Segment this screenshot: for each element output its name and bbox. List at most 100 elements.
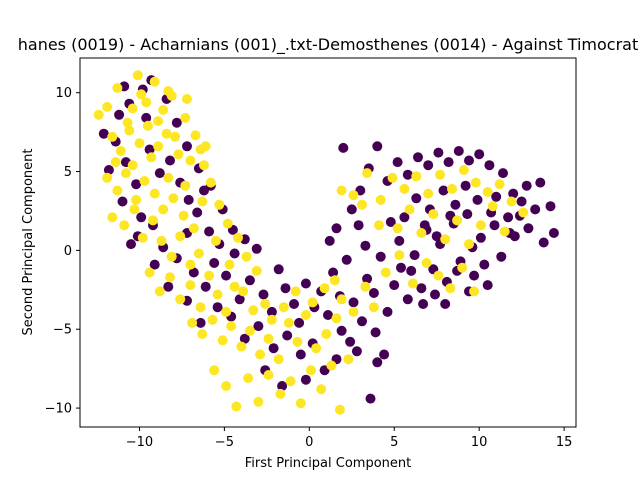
scatter-point-series-2-67 (275, 388, 286, 399)
scatter-point-series-2-6 (141, 97, 152, 108)
scatter-point-series-2-18 (173, 149, 184, 160)
scatter-point-series-2-137 (238, 286, 249, 297)
scatter-point-series-1-67 (503, 212, 514, 223)
scatter-point-series-2-109 (416, 228, 427, 238)
scatter-point-series-1-27 (229, 248, 240, 259)
scatter-point-series-2-103 (482, 187, 493, 197)
scatter-point-series-2-19 (185, 155, 196, 166)
scatter-point-series-1-47 (368, 288, 379, 298)
scatter-point-series-2-84 (233, 232, 243, 243)
scatter-point-series-1-94 (338, 142, 349, 153)
scatter-point-series-2-35 (148, 215, 158, 226)
scatter-point-series-2-23 (120, 168, 131, 179)
y-axis-label: Second Principal Component (21, 149, 36, 336)
scatter-point-series-2-69 (295, 398, 306, 409)
scatter-point-series-2-49 (221, 306, 232, 317)
scatter-point-series-1-36 (294, 317, 305, 328)
scatter-point-series-2-89 (190, 130, 201, 141)
scatter-point-series-1-34 (280, 283, 291, 294)
scatter-point-series-2-25 (139, 176, 150, 186)
scatter-point-series-1-74 (548, 228, 559, 238)
x-tick-label: 10 (471, 435, 488, 450)
scatter-point-series-1-98 (411, 193, 422, 204)
scatter-point-series-2-36 (156, 235, 167, 246)
scatter-point-series-1-79 (484, 160, 495, 171)
scatter-point-series-2-130 (127, 160, 138, 171)
scatter-point-series-2-54 (217, 335, 228, 346)
scatter-point-series-2-140 (278, 302, 289, 313)
scatter-point-series-2-97 (411, 171, 422, 182)
scatter-point-series-1-72 (538, 237, 549, 248)
scatter-point-series-2-63 (231, 401, 242, 412)
scatter-point-series-2-147 (153, 116, 164, 127)
scatter-point-series-2-110 (428, 209, 439, 220)
scatter-point-series-2-142 (307, 297, 318, 308)
scatter-point-series-2-102 (470, 177, 481, 188)
scatter-point-series-1-80 (474, 149, 485, 160)
scatter-point-series-1-101 (450, 199, 461, 210)
scatter-point-series-2-68 (285, 376, 296, 387)
y-tick-label: 0 (64, 244, 72, 259)
scatter-point-series-2-52 (197, 329, 208, 339)
scatter-point-series-1-26 (221, 270, 232, 281)
scatter-point-series-2-66 (263, 370, 274, 380)
scatter-point-series-1-158 (277, 381, 288, 391)
scatter-point-series-2-73 (334, 404, 345, 415)
scatter-point-series-1-70 (523, 223, 534, 234)
scatter-point-series-1-44 (348, 297, 359, 308)
scatter-point-series-2-101 (458, 165, 469, 175)
scatter-point-series-2-92 (348, 190, 359, 201)
scatter-point-series-1-78 (498, 168, 508, 179)
scatter-point-series-1-28 (234, 294, 245, 305)
scatter-point-series-2-1 (93, 109, 104, 120)
scatter-point-series-1-50 (389, 280, 400, 291)
scatter-point-series-1-115 (365, 393, 376, 404)
scatter-point-series-1-127 (195, 317, 206, 328)
scatter-point-series-1-124 (239, 333, 250, 344)
scatter-point-series-1-41 (328, 267, 339, 278)
scatter-point-series-1-129 (163, 281, 174, 292)
scatter-point-series-2-75 (283, 317, 294, 328)
plot-frame (79, 57, 577, 428)
scatter-point-series-2-144 (329, 275, 340, 286)
x-tick-label: 0 (305, 435, 313, 450)
scatter-point-series-2-5 (132, 70, 143, 81)
scatter-point-series-1-71 (530, 204, 541, 215)
scatter-point-series-1-109 (479, 259, 490, 270)
scatter-point-series-2-33 (129, 204, 140, 215)
scatter-point-series-2-72 (326, 360, 337, 371)
scatter-point-series-2-121 (433, 270, 444, 281)
scatter-point-series-2-127 (336, 294, 347, 305)
x-tick-label: 5 (390, 435, 398, 450)
scatter-point-series-2-134 (197, 196, 208, 207)
scatter-point-series-1-151 (430, 289, 440, 300)
scatter-point-series-2-149 (170, 131, 181, 142)
scatter-point-series-2-7 (149, 76, 160, 87)
scatter-point-series-1-106 (431, 231, 442, 242)
x-tick-label: −5 (215, 435, 234, 450)
scatter-point-series-1-53 (409, 250, 420, 261)
scatter-point-series-1-150 (418, 299, 429, 309)
scatter-point-series-2-79 (321, 329, 332, 339)
scatter-point-series-2-107 (392, 223, 403, 234)
scatter-point-series-2-95 (387, 172, 398, 183)
scatter-point-series-1-157 (372, 357, 383, 368)
scatter-point-series-2-42 (154, 286, 165, 297)
scatter-point-series-1-133 (103, 165, 114, 175)
scatter-point-series-2-108 (404, 204, 415, 215)
scatter-point-series-2-88 (199, 160, 209, 171)
scatter-point-series-2-93 (362, 168, 373, 179)
scatter-point-series-1-10 (165, 155, 175, 166)
scatter-point-series-1-43 (341, 254, 352, 265)
scatter-point-series-1-4 (141, 112, 152, 123)
scatter-point-series-1-95 (331, 223, 342, 234)
scatter-point-series-1-86 (413, 152, 423, 163)
scatter-point-series-2-82 (251, 265, 262, 276)
scatter-point-series-1-17 (136, 212, 147, 223)
scatter-point-series-1-93 (346, 204, 357, 215)
scatter-point-series-2-76 (292, 336, 303, 347)
scatter-point-series-2-56 (236, 341, 247, 352)
scatter-point-series-2-77 (300, 310, 311, 320)
scatter-point-series-1-24 (200, 281, 211, 292)
